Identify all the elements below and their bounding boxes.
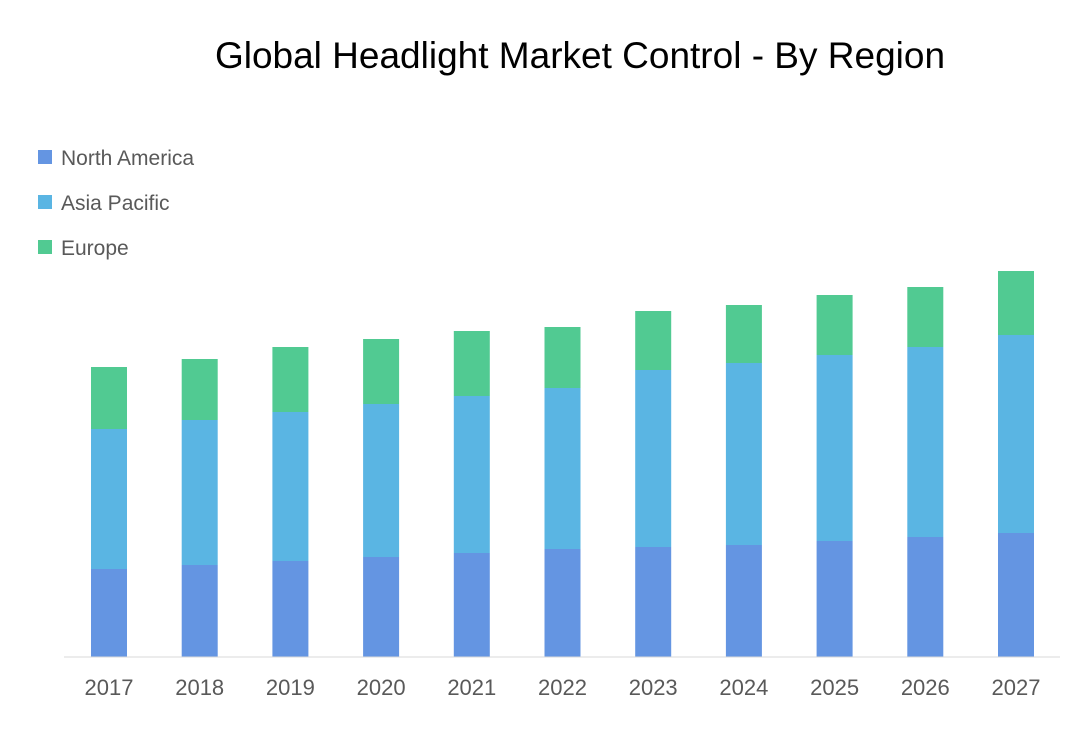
legend-swatch-2 xyxy=(38,240,52,254)
bar-2027-series-0 xyxy=(998,533,1034,657)
bar-2024-series-2 xyxy=(725,305,762,363)
bar-2027-series-1 xyxy=(998,335,1034,533)
bar-2020-series-0 xyxy=(363,557,400,657)
bar-2021-series-1 xyxy=(453,396,490,553)
bar-2026-series-1 xyxy=(907,347,944,537)
x-tick-label-2023: 2023 xyxy=(629,675,678,700)
bar-2017-series-0 xyxy=(91,569,127,657)
bar-2018-series-2 xyxy=(181,359,218,420)
chart-title: Global Headlight Market Control - By Reg… xyxy=(215,35,945,76)
x-tick-label-2024: 2024 xyxy=(719,675,768,700)
bar-2023-series-2 xyxy=(635,311,672,370)
bar-2022-series-2 xyxy=(544,327,581,388)
legend-label-1: Asia Pacific xyxy=(61,192,170,215)
bar-2018-series-0 xyxy=(181,565,218,657)
x-tick-label-2027: 2027 xyxy=(992,675,1041,700)
legend-label-0: North America xyxy=(61,147,194,170)
x-tick-label-2017: 2017 xyxy=(85,675,134,700)
bar-2017-series-2 xyxy=(91,367,127,429)
bar-2026-series-0 xyxy=(907,537,944,657)
bar-2021-series-2 xyxy=(453,331,490,396)
bar-2027-series-2 xyxy=(998,271,1034,335)
x-tick-label-2019: 2019 xyxy=(266,675,315,700)
x-tick-label-2026: 2026 xyxy=(901,675,950,700)
bar-2020-series-2 xyxy=(363,339,400,404)
x-tick-label-2020: 2020 xyxy=(357,675,406,700)
x-tick-label-2018: 2018 xyxy=(175,675,224,700)
bar-2020-series-1 xyxy=(363,404,400,557)
bar-2024-series-0 xyxy=(725,545,762,657)
x-tick-label-2025: 2025 xyxy=(810,675,859,700)
bar-2025-series-0 xyxy=(816,541,853,657)
bar-2019-series-2 xyxy=(272,347,309,412)
bar-2023-series-0 xyxy=(635,547,672,657)
bar-2025-series-1 xyxy=(816,355,853,541)
bar-2025-series-2 xyxy=(816,295,853,355)
bar-2021-series-0 xyxy=(453,553,490,657)
bar-2022-series-0 xyxy=(544,549,581,657)
bar-2019-series-0 xyxy=(272,561,309,657)
bar-2026-series-2 xyxy=(907,287,944,347)
bar-2017-series-1 xyxy=(91,429,127,569)
bar-2022-series-1 xyxy=(544,388,581,549)
legend-swatch-0 xyxy=(38,150,52,164)
chart-legend: North America Asia Pacific Europe xyxy=(38,147,194,260)
legend-label-2: Europe xyxy=(61,237,129,260)
x-tick-label-2022: 2022 xyxy=(538,675,587,700)
bars-group xyxy=(91,271,1034,657)
bar-2023-series-1 xyxy=(635,370,672,547)
bar-2024-series-1 xyxy=(725,363,762,545)
bar-2018-series-1 xyxy=(181,420,218,565)
legend-swatch-1 xyxy=(38,195,52,209)
x-tick-label-2021: 2021 xyxy=(447,675,496,700)
bar-2019-series-1 xyxy=(272,412,309,561)
x-axis-tick-labels: 2017 2018 2019 2020 2021 2022 2023 2024 2025 2026… xyxy=(85,675,1041,700)
